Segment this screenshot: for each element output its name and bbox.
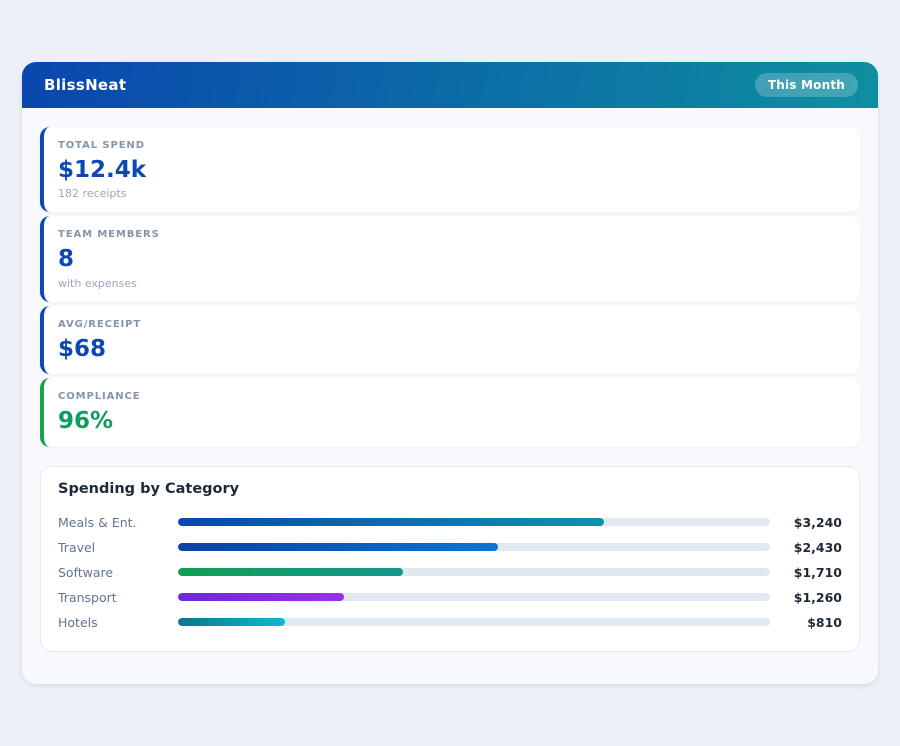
stat-sub: 182 receipts — [58, 187, 127, 201]
chart-row: Software $1,710 — [58, 560, 842, 585]
category-value: $1,260 — [793, 589, 842, 605]
chart-row: Meals & Ent. $3,240 — [58, 510, 842, 535]
bar-fill — [178, 593, 344, 602]
chart-row: Transport $1,260 — [58, 585, 842, 610]
stat-value: $68 — [58, 335, 107, 362]
bar-track — [178, 593, 770, 602]
bar-fill — [178, 518, 605, 527]
category-label: Travel — [58, 539, 96, 555]
stat-sub: with expenses — [58, 276, 137, 290]
chart-title: Spending by Category — [58, 480, 240, 497]
category-value: $810 — [807, 614, 842, 630]
stat-label: COMPLIANCE — [58, 391, 141, 403]
stat-label: AVG/RECEIPT — [58, 318, 142, 330]
bar-fill — [178, 618, 285, 627]
bar-fill — [178, 568, 403, 577]
period-badge[interactable]: This Month — [754, 73, 858, 97]
stat-card: TOTAL SPEND $12.4k 182 receipts — [40, 127, 860, 213]
stat-label: TOTAL SPEND — [58, 140, 145, 151]
dashboard-panel: BlissNeat This Month TOTAL SPEND $12.4k … — [22, 62, 878, 684]
bar-track — [178, 518, 770, 527]
chart-row: Travel $2,430 — [58, 535, 842, 560]
bar-track — [178, 618, 770, 627]
stat-value: 96% — [58, 408, 114, 435]
bar-track — [178, 543, 770, 552]
bar-track — [178, 568, 770, 577]
bar-fill — [178, 543, 498, 552]
category-label: Software — [58, 564, 114, 580]
category-label: Transport — [58, 589, 117, 605]
stat-value: 8 — [58, 246, 75, 273]
category-value: $3,240 — [793, 514, 842, 530]
app-header: BlissNeat This Month — [22, 62, 878, 108]
chart-row: Hotels $810 — [58, 610, 842, 635]
panel-body: TOTAL SPEND $12.4k 182 receipts TEAM MEM… — [22, 108, 878, 652]
chart-rows: Meals & Ent. $3,240 Travel $2,430 Softwa… — [58, 510, 842, 635]
stat-card: TEAM MEMBERS 8 with expenses — [40, 216, 860, 302]
category-label: Meals & Ent. — [58, 514, 137, 530]
app-title: BlissNeat — [44, 76, 127, 94]
spending-by-category-card: Spending by Category Meals & Ent. $3,240… — [40, 465, 860, 652]
stat-card: AVG/RECEIPT $68 — [40, 305, 860, 375]
stat-label: TEAM MEMBERS — [58, 229, 160, 241]
stat-card: COMPLIANCE 96% — [40, 378, 860, 447]
stat-value: $12.4k — [58, 157, 147, 183]
category-value: $1,710 — [793, 564, 842, 580]
category-label: Hotels — [58, 614, 98, 630]
category-value: $2,430 — [793, 539, 842, 555]
stat-card-list: TOTAL SPEND $12.4k 182 receipts TEAM MEM… — [40, 127, 860, 447]
